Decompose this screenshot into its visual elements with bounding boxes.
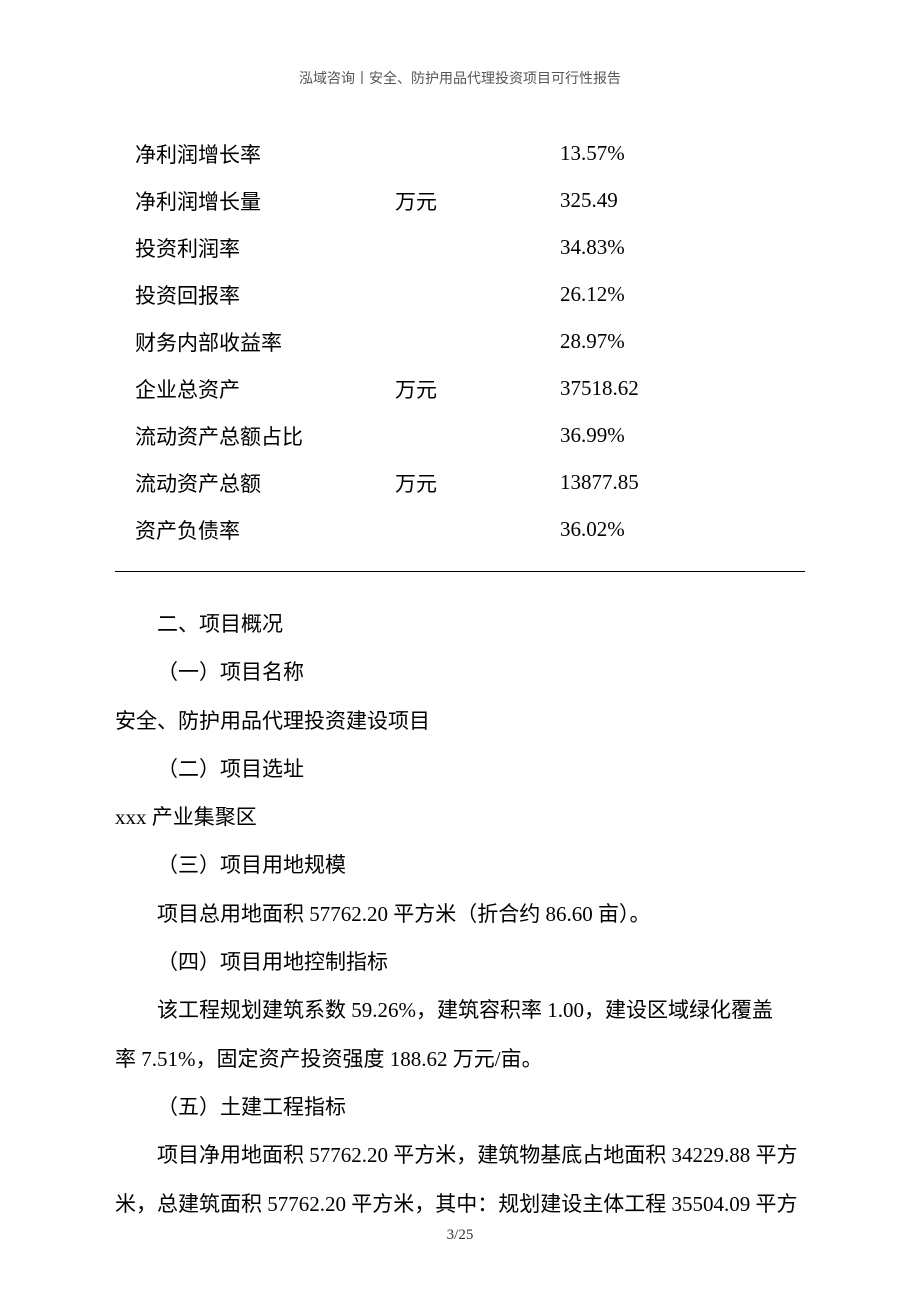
paragraph: xxx 产业集聚区 bbox=[115, 793, 805, 841]
table-row: 净利润增长量 万元 325.49 bbox=[115, 177, 805, 224]
row-unit: 万元 bbox=[395, 186, 560, 216]
row-value: 13.57% bbox=[560, 141, 805, 166]
financial-table: 净利润增长率 13.57% 净利润增长量 万元 325.49 投资利润率 34.… bbox=[115, 130, 805, 553]
row-value: 28.97% bbox=[560, 329, 805, 354]
paragraph: 米，总建筑面积 57762.20 平方米，其中：规划建设主体工程 35504.0… bbox=[115, 1180, 805, 1228]
paragraph: 项目总用地面积 57762.20 平方米（折合约 86.60 亩）。 bbox=[115, 890, 805, 938]
paragraph: 项目净用地面积 57762.20 平方米，建筑物基底占地面积 34229.88 … bbox=[115, 1131, 805, 1179]
section-divider bbox=[115, 571, 805, 572]
table-row: 投资回报率 26.12% bbox=[115, 271, 805, 318]
row-value: 325.49 bbox=[560, 188, 805, 213]
row-label: 投资回报率 bbox=[115, 280, 395, 310]
row-label: 流动资产总额占比 bbox=[115, 421, 395, 451]
header-text: 泓域咨询丨安全、防护用品代理投资项目可行性报告 bbox=[299, 72, 621, 87]
row-value: 37518.62 bbox=[560, 376, 805, 401]
row-value: 36.99% bbox=[560, 423, 805, 448]
row-label: 企业总资产 bbox=[115, 374, 395, 404]
body-text: 二、项目概况 （一）项目名称 安全、防护用品代理投资建设项目 （二）项目选址 x… bbox=[115, 600, 805, 1228]
table-row: 资产负债率 36.02% bbox=[115, 506, 805, 553]
paragraph: 该工程规划建筑系数 59.26%，建筑容积率 1.00，建设区域绿化覆盖 bbox=[115, 986, 805, 1034]
page-number: 3/25 bbox=[447, 1227, 474, 1243]
subsection-heading: （五）土建工程指标 bbox=[115, 1083, 805, 1131]
row-label: 净利润增长量 bbox=[115, 186, 395, 216]
row-label: 投资利润率 bbox=[115, 233, 395, 263]
table-row: 企业总资产 万元 37518.62 bbox=[115, 365, 805, 412]
page-header: 泓域咨询丨安全、防护用品代理投资项目可行性报告 bbox=[0, 68, 920, 88]
row-label: 净利润增长率 bbox=[115, 139, 395, 169]
subsection-heading: （一）项目名称 bbox=[115, 648, 805, 696]
table-row: 净利润增长率 13.57% bbox=[115, 130, 805, 177]
subsection-heading: （四）项目用地控制指标 bbox=[115, 938, 805, 986]
row-label: 流动资产总额 bbox=[115, 468, 395, 498]
row-unit: 万元 bbox=[395, 374, 560, 404]
row-label: 资产负债率 bbox=[115, 515, 395, 545]
subsection-heading: （三）项目用地规模 bbox=[115, 841, 805, 889]
table-row: 财务内部收益率 28.97% bbox=[115, 318, 805, 365]
row-value: 13877.85 bbox=[560, 470, 805, 495]
paragraph: 率 7.51%，固定资产投资强度 188.62 万元/亩。 bbox=[115, 1035, 805, 1083]
row-value: 36.02% bbox=[560, 517, 805, 542]
subsection-heading: （二）项目选址 bbox=[115, 745, 805, 793]
table-row: 流动资产总额 万元 13877.85 bbox=[115, 459, 805, 506]
page-content: 净利润增长率 13.57% 净利润增长量 万元 325.49 投资利润率 34.… bbox=[115, 130, 805, 1228]
row-label: 财务内部收益率 bbox=[115, 327, 395, 357]
section-heading: 二、项目概况 bbox=[115, 600, 805, 648]
row-value: 34.83% bbox=[560, 235, 805, 260]
paragraph: 安全、防护用品代理投资建设项目 bbox=[115, 697, 805, 745]
row-value: 26.12% bbox=[560, 282, 805, 307]
row-unit: 万元 bbox=[395, 468, 560, 498]
table-row: 投资利润率 34.83% bbox=[115, 224, 805, 271]
table-row: 流动资产总额占比 36.99% bbox=[115, 412, 805, 459]
page-footer: 3/25 bbox=[0, 1227, 920, 1244]
